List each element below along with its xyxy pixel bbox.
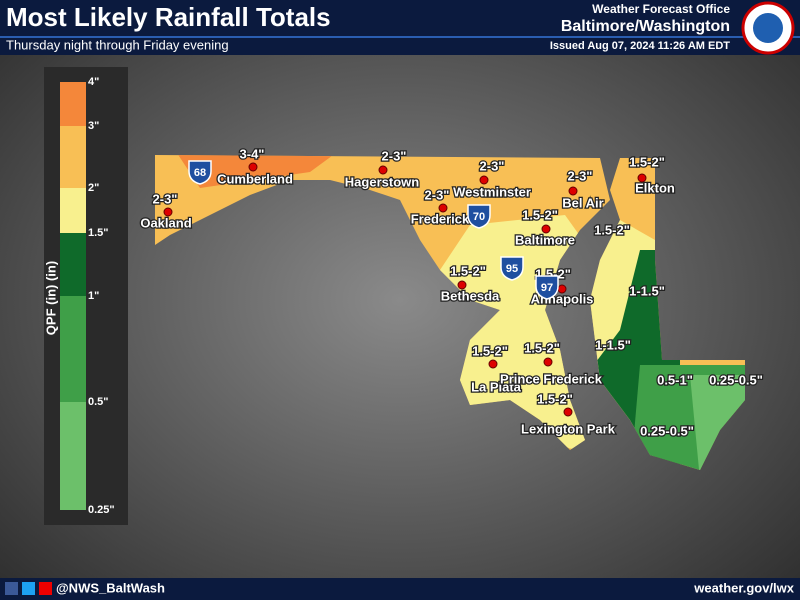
office-name: Baltimore/Washington <box>561 18 730 35</box>
city-name: Lexington Park <box>521 421 616 436</box>
city-name: Bethesda <box>441 288 500 303</box>
zone-3-4 <box>175 155 340 188</box>
city-name: Hagerstown <box>345 174 419 189</box>
interstate-shield <box>188 160 212 185</box>
legend-band <box>60 188 86 233</box>
interstate-number: 95 <box>506 263 518 275</box>
office: Weather Forecast Office <box>592 2 730 16</box>
footer-url: weather.gov/lwx <box>693 580 794 595</box>
rainfall-amount: 1.5-2" <box>537 391 573 406</box>
rainfall-amount: 0.25-0.5" <box>709 372 763 387</box>
city-dot <box>479 175 489 185</box>
city-dot <box>378 165 388 175</box>
interstate-shield <box>535 275 559 300</box>
header-bar <box>0 0 800 55</box>
legend-tick: 0.5" <box>88 396 109 408</box>
map-labels: 3-4" 2-3" 2-3" 2-3" 2-3" 2-3" 1.5-2" 1.5-2" 1.5-… <box>139 145 764 440</box>
rainfall-amount: 2-3" <box>568 168 593 183</box>
legend-tick: 0.25" <box>88 504 115 516</box>
city-name: Oakland <box>140 215 191 230</box>
city-dot <box>163 207 173 217</box>
rainfall-amount: 2-3" <box>480 158 505 173</box>
city-dot <box>543 357 553 367</box>
nws-logo-inner <box>753 13 783 43</box>
city-name: Baltimore <box>515 232 575 247</box>
city-dot <box>438 203 448 213</box>
legend-tick: 1" <box>88 290 99 302</box>
city-name: Frederick <box>411 211 470 226</box>
city-name: Bel Air <box>562 195 603 210</box>
rainfall-amount: 1.5-2" <box>522 207 558 222</box>
legend: 4" 3" 2" 1.5" 1" 0.5" 0.25" <box>60 76 115 516</box>
rainfall-amount: 2-3" <box>382 148 407 163</box>
legend-band <box>60 82 86 126</box>
rainfall-amount: 1.5-2" <box>594 222 630 237</box>
footer-bar <box>0 578 800 600</box>
youtube-icon <box>39 582 52 595</box>
rainfall-amount: 3-4" <box>240 146 265 161</box>
interstate-number: 70 <box>473 211 485 223</box>
rainfall-amount: 1.5-2" <box>629 154 665 169</box>
city-dot <box>248 162 258 172</box>
subtitle: Thursday night through Friday evening <box>6 37 229 52</box>
city-name: Cumberland <box>217 171 293 186</box>
rainfall-amount: 1.5-2" <box>524 340 560 355</box>
rainfall-amount: 0.25-0.5" <box>640 423 694 438</box>
rainfall-amount: 1-1.5" <box>629 283 665 298</box>
city-name: La Plata <box>471 379 522 394</box>
interstate-shield <box>500 256 524 281</box>
rainfall-amount: 1.5-2" <box>450 263 486 278</box>
city-name: Elkton <box>635 180 675 195</box>
rainfall-amount: 2-3" <box>425 187 450 202</box>
interstate-number: 68 <box>194 167 206 179</box>
legend-band <box>60 233 86 296</box>
legend-tick: 4" <box>88 76 99 88</box>
legend-band <box>60 126 86 188</box>
rainfall-amount: 1-1.5" <box>595 337 631 352</box>
facebook-icon <box>5 582 18 595</box>
interstate-shield <box>467 204 491 229</box>
title: Most Likely Rainfall Totals <box>6 2 331 32</box>
legend-label: QPF (in) (in) <box>43 261 58 335</box>
legend-tick: 1.5" <box>88 227 109 239</box>
rainfall-amount: 1.5-2" <box>472 343 508 358</box>
city-dot <box>568 186 578 196</box>
rainfall-amount: 0.5-1" <box>657 372 693 387</box>
city-name: Westminster <box>453 184 531 199</box>
city-dot <box>541 224 551 234</box>
interstate-number: 97 <box>541 282 553 294</box>
twitter-icon <box>22 582 35 595</box>
header-rule <box>0 36 800 38</box>
city-dot <box>563 407 573 417</box>
legend-band <box>60 402 86 510</box>
legend-band <box>60 296 86 402</box>
city-dot <box>488 359 498 369</box>
city-dot <box>637 173 647 183</box>
city-name: Prince Frederick <box>500 371 603 386</box>
footer-handle: @NWS_BaltWash <box>56 580 165 595</box>
rainfall-amount: 2-3" <box>153 191 178 206</box>
issued: Issued Aug 07, 2024 11:26 AM EDT <box>550 40 730 52</box>
city-dot <box>457 280 467 290</box>
legend-tick: 2" <box>88 182 99 194</box>
legend-tick: 3" <box>88 120 99 132</box>
